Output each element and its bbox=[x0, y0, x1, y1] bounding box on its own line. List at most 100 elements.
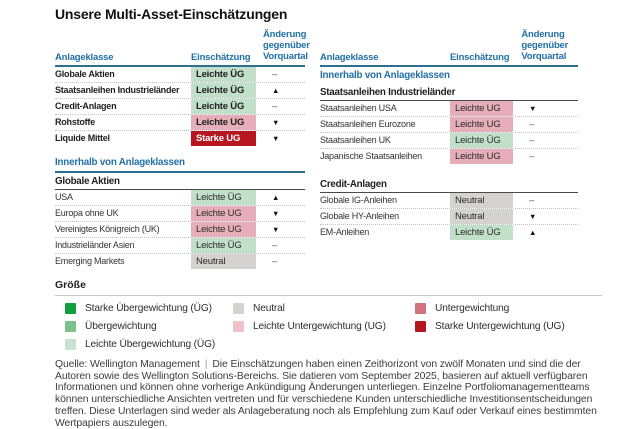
change-indicator: ▲ bbox=[272, 85, 280, 95]
change-indicator: ▼ bbox=[272, 224, 280, 234]
assessment-cell: Leichte UG bbox=[450, 148, 513, 164]
legend-label: Leichte Übergewichtung (ÜG) bbox=[85, 338, 216, 350]
section-header-innerhalb: Innerhalb von Anlageklassen bbox=[320, 69, 450, 81]
divider bbox=[55, 294, 602, 296]
assessment-cell: Leichte ÜG bbox=[191, 66, 256, 82]
subsection-header-credit-anlagen: Credit-Anlagen bbox=[320, 176, 578, 193]
row-label: Globale Aktien bbox=[55, 68, 115, 80]
spacer bbox=[320, 164, 578, 176]
change-indicator: ▼ bbox=[272, 133, 280, 143]
assessment-cell: Starke UG bbox=[191, 130, 256, 146]
legend-label: Starke Übergewichtung (ÜG) bbox=[85, 302, 212, 314]
page-title: Unsere Multi-Asset-Einschätzungen bbox=[55, 6, 288, 22]
change-indicator: – bbox=[272, 255, 278, 267]
legend-swatch-light-underweight bbox=[233, 320, 244, 332]
legend-title: Größe bbox=[55, 278, 86, 291]
subsection-header-globale-aktien: Globale Aktien bbox=[55, 173, 305, 190]
legend-label: Leichte Untergewichtung (UG) bbox=[253, 320, 386, 332]
column-header-einschaetzung: Einschätzung bbox=[450, 51, 510, 63]
table-row: Vereinigtes Königreich (UK) Leichte UG ▼ bbox=[55, 220, 305, 237]
legend-swatch-light-overweight bbox=[65, 338, 76, 350]
column-header-einschaetzung: Einschätzung bbox=[191, 51, 251, 63]
legend-column: Starke Übergewichtung (ÜG) Übergewichtun… bbox=[65, 302, 233, 351]
row-label: Japanische Staatsanleihen bbox=[320, 150, 422, 162]
table-header: Anlageklasse Einschätzung Änderung gegen… bbox=[320, 29, 578, 67]
assessment-cell: Neutral bbox=[450, 208, 513, 224]
assessment-cell: Leichte UG bbox=[191, 205, 256, 221]
column-header-anlageklasse: Anlageklasse bbox=[55, 51, 114, 63]
spacer bbox=[55, 146, 305, 154]
table-row: Credit-Anlagen Leichte ÜG – bbox=[55, 97, 305, 114]
row-label: Industrieländer Asien bbox=[55, 239, 135, 251]
table-row: Staatsanleihen UK Leichte ÜG – bbox=[320, 131, 578, 148]
row-label: Emerging Markets bbox=[55, 255, 125, 267]
legend-label: Übergewichtung bbox=[85, 320, 157, 332]
change-indicator: – bbox=[529, 118, 535, 130]
legend-columns: Starke Übergewichtung (ÜG) Übergewichtun… bbox=[65, 302, 602, 351]
disclaimer-text: Die Einschätzungen haben einen Zeithoriz… bbox=[55, 358, 597, 429]
subsection-header-staatsanleihen: Staatsanleihen Industrieländer bbox=[320, 84, 578, 101]
table-row: Europa ohne UK Leichte UG ▼ bbox=[55, 204, 305, 221]
legend-swatch-neutral bbox=[233, 302, 244, 314]
assessment-cell: Leichte UG bbox=[191, 221, 256, 237]
change-indicator: – bbox=[529, 134, 535, 146]
table-row: Japanische Staatsanleihen Leichte UG – bbox=[320, 147, 578, 164]
row-label: EM-Anleihen bbox=[320, 226, 370, 238]
change-indicator: – bbox=[272, 68, 278, 80]
separator-bar: | bbox=[204, 358, 208, 370]
legend-item: Starke Übergewichtung (ÜG) bbox=[65, 302, 233, 315]
assessment-cell: Leichte ÜG bbox=[191, 189, 256, 205]
assessment-cell: Leichte UG bbox=[191, 114, 256, 130]
source-disclaimer: Quelle: Wellington Management | Die Einsch… bbox=[55, 359, 602, 429]
row-label: Liquide Mittel bbox=[55, 132, 110, 144]
main-rows: Globale Aktien Leichte ÜG – Staatsanleih… bbox=[55, 66, 305, 146]
assessment-cell: Leichte ÜG bbox=[191, 98, 256, 114]
legend-label: Untergewichtung bbox=[435, 302, 510, 314]
row-label: Staatsanleihen Eurozone bbox=[320, 118, 416, 130]
change-indicator: ▲ bbox=[529, 227, 537, 237]
legend-column: Untergewichtung Starke Untergewichtung (… bbox=[415, 302, 602, 351]
row-label: Rohstoffe bbox=[55, 116, 95, 128]
row-label: Staatsanleihen Industrieländer bbox=[55, 84, 180, 96]
table-row: USA Leichte ÜG ▲ bbox=[55, 189, 305, 205]
change-indicator: – bbox=[272, 100, 278, 112]
legend-column: Neutral Leichte Untergewichtung (UG) bbox=[233, 302, 415, 351]
table-row: Globale Aktien Leichte ÜG – bbox=[55, 66, 305, 82]
column-header-aenderung: Änderung gegenüber Vorquartal bbox=[521, 29, 569, 62]
legend-label: Neutral bbox=[253, 302, 285, 314]
row-label: Vereinigtes Königreich (UK) bbox=[55, 223, 160, 235]
legend-swatch-overweight bbox=[65, 320, 76, 332]
legend-swatch-strong-overweight bbox=[65, 302, 76, 314]
table-row: Rohstoffe Leichte UG ▼ bbox=[55, 113, 305, 130]
govt-bond-rows: Staatsanleihen USA Leichte UG ▼ Staatsan… bbox=[320, 100, 578, 164]
table-row: EM-Anleihen Leichte ÜG ▲ bbox=[320, 223, 578, 240]
assessment-cell: Leichte ÜG bbox=[450, 132, 513, 148]
table-header: Anlageklasse Einschätzung Änderung gegen… bbox=[55, 29, 310, 67]
change-indicator: – bbox=[272, 239, 278, 251]
legend-swatch-strong-underweight bbox=[415, 320, 426, 332]
legend: Größe Starke Übergewichtung (ÜG) Übergew… bbox=[55, 279, 602, 351]
table-within-asset-classes: Anlageklasse Einschätzung Änderung gegen… bbox=[320, 29, 578, 240]
assessment-cell: Leichte ÜG bbox=[191, 237, 256, 253]
sub-rows: USA Leichte ÜG ▲ Europa ohne UK Leichte … bbox=[55, 189, 305, 269]
change-indicator: ▲ bbox=[272, 192, 280, 202]
legend-item: Neutral bbox=[233, 302, 415, 315]
change-indicator: ▼ bbox=[272, 208, 280, 218]
table-row: Industrieländer Asien Leichte ÜG – bbox=[55, 236, 305, 253]
credit-rows: Globale IG-Anleihen Neutral – Globale HY… bbox=[320, 192, 578, 240]
legend-item: Übergewichtung bbox=[65, 320, 233, 333]
row-label: Globale IG-Anleihen bbox=[320, 194, 397, 206]
legend-item: Untergewichtung bbox=[415, 302, 602, 315]
table-row: Globale HY-Anleihen Neutral ▼ bbox=[320, 207, 578, 224]
table-row: Staatsanleihen Industrieländer Leichte Ü… bbox=[55, 81, 305, 98]
assessment-cell: Neutral bbox=[191, 253, 256, 269]
table-row: Emerging Markets Neutral – bbox=[55, 252, 305, 269]
change-indicator: – bbox=[529, 194, 535, 206]
assessment-cell: Leichte UG bbox=[450, 100, 513, 116]
column-header-aenderung: Änderung gegenüber Vorquartal bbox=[263, 29, 310, 62]
assessment-cell: Leichte ÜG bbox=[450, 224, 513, 240]
row-label: Credit-Anlagen bbox=[55, 100, 117, 112]
table-row: Staatsanleihen Eurozone Leichte UG – bbox=[320, 115, 578, 132]
assessment-cell: Leichte UG bbox=[450, 116, 513, 132]
